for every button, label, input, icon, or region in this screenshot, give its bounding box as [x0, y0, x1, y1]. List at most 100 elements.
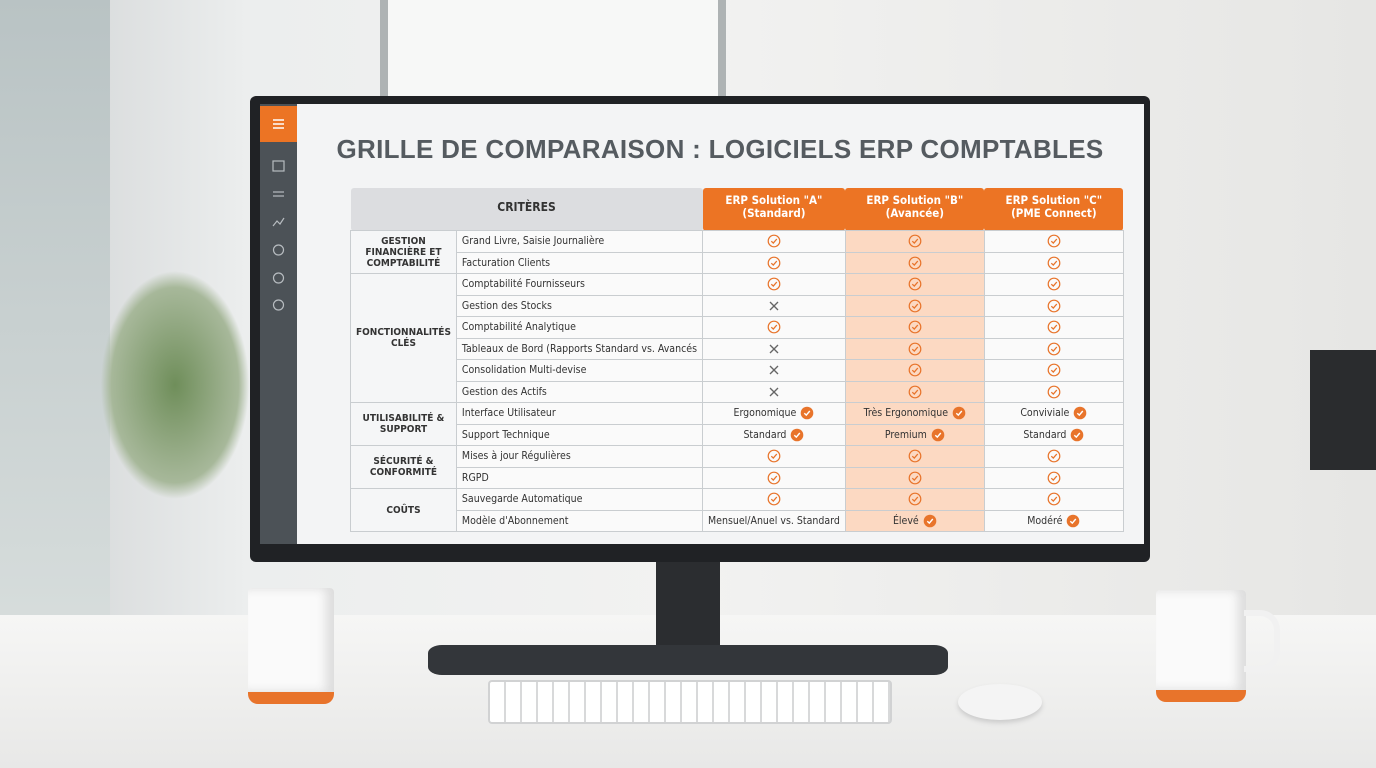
- monitor-base: [428, 645, 948, 675]
- cross-icon: [769, 387, 779, 397]
- group-label: GESTION FINANCIÈRE ET COMPTABILITÉ: [350, 230, 457, 274]
- check-icon: [908, 299, 922, 313]
- group-label: COÛTS: [350, 488, 457, 532]
- menu-button[interactable]: [260, 106, 297, 142]
- criterion: Tableaux de Bord (Rapports Standard vs. …: [455, 337, 704, 360]
- check-filled-icon: [1074, 406, 1087, 420]
- keyboard: [488, 680, 892, 724]
- check-filled-icon: [952, 406, 966, 420]
- check-icon: [1047, 363, 1061, 377]
- table-row: RGPD: [351, 466, 1124, 489]
- check-icon: [908, 363, 922, 377]
- criterion: Grand Livre, Saisie Journalière: [455, 230, 704, 253]
- check-filled-icon: [801, 406, 814, 420]
- background-monitor: [1310, 350, 1376, 470]
- criterion: Consolidation Multi-devise: [455, 359, 704, 382]
- value-cell: [702, 445, 846, 468]
- group-label: SÉCURITÉ & CONFORMITÉ: [350, 445, 457, 489]
- table-row: Modèle d'Abonnement Mensuel/Anuel vs. Sta…: [351, 509, 1124, 532]
- cross-icon: [769, 365, 779, 375]
- value-cell: Standard: [983, 423, 1124, 446]
- criterion: Sauvegarde Automatique: [455, 488, 704, 511]
- cell-text: Conviviale: [1020, 407, 1070, 420]
- value-cell: Ergonomique: [702, 402, 846, 425]
- solution-header: ERP Solution "B" (Avancée): [845, 188, 985, 231]
- cell-text: Standard: [1023, 428, 1067, 441]
- value-cell: [983, 316, 1124, 339]
- check-icon: [908, 277, 922, 291]
- value-cell: Conviviale: [983, 402, 1124, 425]
- check-icon: [767, 277, 781, 291]
- value-cell: [844, 359, 985, 382]
- check-icon: [908, 256, 922, 270]
- value-cell: [702, 251, 846, 274]
- value-cell: [983, 359, 1124, 382]
- check-icon: [1047, 492, 1061, 506]
- check-icon: [767, 449, 781, 463]
- check-filled-icon: [1071, 428, 1084, 442]
- monitor: GRILLE DE COMPARAISON : LOGICIELS ERP CO…: [250, 96, 1150, 562]
- mug: [248, 588, 334, 704]
- value-cell: Mensuel/Anuel vs. Standard: [702, 509, 846, 532]
- value-cell: [844, 445, 985, 468]
- value-cell: [844, 337, 985, 360]
- solution-name: ERP Solution "A": [725, 193, 823, 207]
- criterion: Mises à jour Régulières: [455, 445, 704, 468]
- cell-text: Premium: [884, 428, 927, 441]
- criterion: Comptabilité Fournisseurs: [455, 273, 704, 296]
- value-cell: Modéré: [983, 509, 1124, 532]
- plant: [100, 270, 250, 500]
- solution-header-box: ERP Solution "B" (Avancée): [847, 194, 982, 220]
- value-cell: [844, 273, 985, 296]
- criterion: Interface Utilisateur: [455, 402, 704, 425]
- value-cell: [983, 466, 1124, 489]
- criterion: Facturation Clients: [455, 251, 704, 274]
- check-icon: [1047, 320, 1061, 334]
- value-cell: [983, 337, 1124, 360]
- value-cell: [844, 251, 985, 274]
- value-cell: Élevé: [844, 509, 985, 532]
- check-icon: [1047, 277, 1061, 291]
- value-cell: [702, 359, 846, 382]
- cell-text: Modéré: [1027, 514, 1063, 527]
- cell-text: Standard: [743, 428, 787, 441]
- value-cell: [702, 230, 846, 253]
- value-cell: [983, 488, 1124, 511]
- criterion: Gestion des Stocks: [455, 294, 704, 317]
- value-cell: [983, 294, 1124, 317]
- check-icon: [1047, 256, 1061, 270]
- value-cell: [844, 316, 985, 339]
- table-row: Gestion des Stocks: [351, 294, 1124, 317]
- page-title: GRILLE DE COMPARAISON : LOGICIELS ERP CO…: [336, 134, 1104, 164]
- value-cell: [702, 294, 846, 317]
- value-cell: [702, 316, 846, 339]
- check-icon: [908, 471, 922, 485]
- check-icon: [1047, 471, 1061, 485]
- check-icon: [908, 492, 922, 506]
- solution-header-box: ERP Solution "A" (Standard): [705, 194, 844, 220]
- solution-sub: (Standard): [742, 206, 806, 220]
- check-icon: [767, 234, 781, 248]
- check-icon: [908, 320, 922, 334]
- value-cell: Très Ergonomique: [844, 402, 985, 425]
- group-label: UTILISABILITÉ & SUPPORT: [350, 402, 457, 446]
- check-icon: [908, 449, 922, 463]
- table-row: Support Technique Standard Premium Standard: [351, 423, 1124, 446]
- value-cell: [702, 466, 846, 489]
- table-row: UTILISABILITÉ & SUPPORT Interface Utilisa…: [350, 402, 1124, 446]
- check-icon: [1047, 342, 1061, 356]
- criterion: Modèle d'Abonnement: [455, 509, 704, 532]
- value-cell: [983, 230, 1124, 253]
- value-cell: [844, 230, 985, 253]
- criterion: Gestion des Actifs: [455, 380, 704, 403]
- sidebar-icons[interactable]: [260, 152, 297, 312]
- table-row: FONCTIONNALITÉS CLÉS Comptabilité Fournis…: [350, 273, 1124, 403]
- value-cell: Standard: [702, 423, 846, 446]
- table-row: Tableaux de Bord (Rapports Standard vs. …: [351, 337, 1124, 360]
- solution-name: ERP Solution "B": [866, 193, 964, 207]
- window: [0, 0, 110, 660]
- table-row: GESTION FINANCIÈRE ET COMPTABILITÉ Grand …: [350, 230, 1124, 274]
- solution-sub: (PME Connect): [1011, 206, 1097, 220]
- solution-sub: (Avancée): [885, 206, 944, 220]
- solution-header-box: ERP Solution "C" (PME Connect): [986, 194, 1121, 220]
